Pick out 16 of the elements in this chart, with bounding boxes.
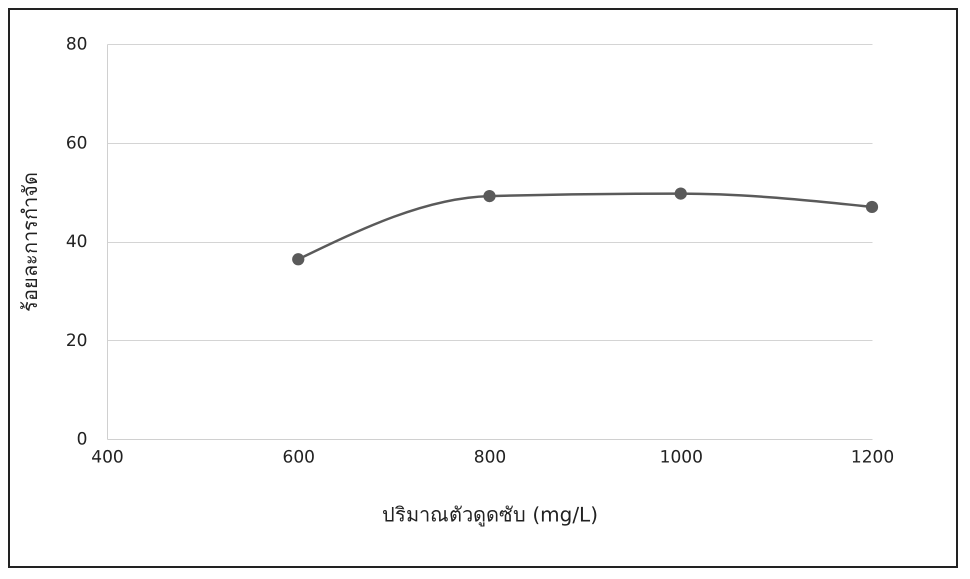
point	[292, 253, 304, 266]
y-tick-label: 80	[66, 34, 88, 54]
y-tick-label: 20	[66, 330, 88, 351]
y-tick-label: 60	[66, 133, 88, 154]
y-tick-label: 0	[76, 430, 88, 450]
point	[674, 187, 687, 200]
y-axis-title: ร้อยละการกำจัด	[18, 172, 42, 312]
x-tick-label: 600	[282, 448, 315, 468]
point	[866, 200, 878, 214]
x-tick-label: 400	[91, 448, 124, 468]
x-tick-label: 1200	[850, 448, 894, 468]
x-tick-label: 1000	[660, 448, 703, 468]
y-tick-label: 40	[66, 232, 88, 252]
point	[483, 190, 496, 202]
x-axis-title: ปริมาณตัวดูดซับ (mg/L)	[382, 502, 598, 528]
x-tick-label: 800	[474, 448, 506, 468]
